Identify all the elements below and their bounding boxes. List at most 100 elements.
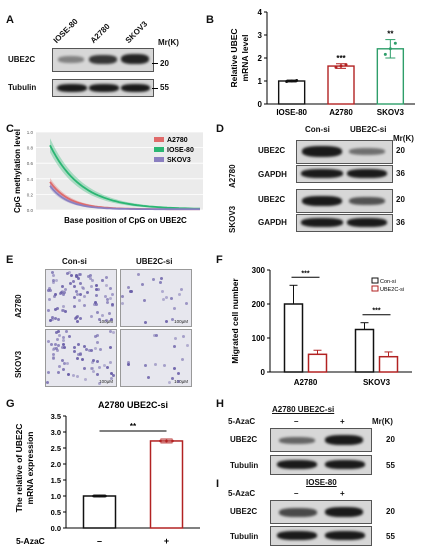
marker-20-h: 20 xyxy=(386,435,395,444)
cell-dot xyxy=(78,273,82,277)
cell-dot xyxy=(143,298,147,302)
legend-swatch xyxy=(154,157,164,162)
cell-dot xyxy=(53,294,57,298)
cell-dot xyxy=(90,278,94,282)
cell-dot xyxy=(61,308,65,312)
lane-label-skov3: SKOV3 xyxy=(123,19,150,45)
cell-dot xyxy=(94,293,98,297)
title-i: IOSE-80 xyxy=(306,478,337,487)
cell-dot xyxy=(100,313,104,317)
cell-dot xyxy=(62,342,66,346)
treatment-label-h: 5-AzaC xyxy=(228,417,256,426)
cell-dot xyxy=(73,295,77,299)
western-blot-ube2c-a xyxy=(52,48,154,72)
cell-dot xyxy=(76,343,80,347)
cell-dot xyxy=(178,292,181,296)
cell-dot xyxy=(54,307,58,311)
cell-dot xyxy=(54,330,58,334)
chart-f: 0 100 200 300 Migrated cell number *** A2780 **… xyxy=(230,266,412,387)
cell-dot xyxy=(94,287,98,291)
cell-dot xyxy=(78,353,82,356)
panel-label-g: G xyxy=(6,398,15,410)
cell-dot xyxy=(63,309,67,313)
row-label-ube2c-a: UBE2C xyxy=(8,55,36,64)
data-point xyxy=(295,78,299,82)
cell-dot xyxy=(96,360,100,364)
cell-dot xyxy=(62,290,66,294)
cell-dot xyxy=(151,278,155,282)
cell-dot xyxy=(105,301,109,305)
panel-label-d: D xyxy=(216,123,224,135)
cell-dot xyxy=(77,352,80,356)
cell-dot xyxy=(77,276,80,280)
y-tick-label: 0 xyxy=(258,100,263,109)
marker-55-i: 55 xyxy=(386,532,395,541)
row-label-ube2c-i: UBE2C xyxy=(230,507,258,516)
cell-dot xyxy=(143,320,147,324)
cell-dot xyxy=(51,348,55,352)
row-label-ube2c-d1: UBE2C xyxy=(258,146,286,155)
cell-dot xyxy=(54,293,57,297)
western-blot-tubulin-i xyxy=(270,526,372,546)
y-tick-label: 200 xyxy=(252,300,266,309)
y-tick-label: 0.0 xyxy=(51,524,61,533)
x-tick-label: SKOV3 xyxy=(363,378,391,387)
western-blot-ube2c-a2780-d xyxy=(296,140,393,164)
cell-dot xyxy=(51,318,55,322)
cell-dot xyxy=(109,286,112,290)
x-tick-label: – xyxy=(97,536,102,546)
cell-dot xyxy=(57,333,61,337)
legend-entry: UBE2C-si xyxy=(380,287,404,293)
cell-dot xyxy=(49,289,53,293)
micrograph-skov3-ube2c-si: 100μM xyxy=(120,329,192,387)
cell-dot xyxy=(179,287,183,291)
mr-label-h: Mr(K) xyxy=(372,417,393,426)
x-tick-label: IOSE-80 xyxy=(276,108,307,117)
cell-dot xyxy=(161,298,165,302)
cell-dot xyxy=(96,333,99,337)
panel-label-b: B xyxy=(206,14,214,26)
cell-dot xyxy=(87,349,91,353)
chart-b: 0 1 2 3 4 Relative UBEC mRNA level IOSE-80 A2780… xyxy=(229,8,415,117)
cell-dot xyxy=(185,343,189,347)
cell-dot xyxy=(73,349,77,353)
cell-dot xyxy=(73,284,77,288)
cell-dot xyxy=(108,345,112,349)
lane-label-iose80: IOSE-80 xyxy=(51,16,80,45)
cell-dot xyxy=(51,271,55,275)
y-tick-label: 2 xyxy=(258,54,263,63)
y-axis-label: The relative of UBE2C xyxy=(14,424,24,513)
significance-label: ** xyxy=(130,422,137,431)
cell-dot xyxy=(55,278,58,282)
cell-dot xyxy=(147,375,151,379)
cell-dot xyxy=(97,366,101,369)
cell-dot xyxy=(181,335,185,338)
panel-label-i: I xyxy=(216,478,220,490)
cell-dot xyxy=(105,275,109,279)
cell-dot xyxy=(81,357,85,361)
cell-dot xyxy=(173,367,177,371)
cell-dot xyxy=(87,274,91,278)
micrograph-a2780-con-si: 100μM xyxy=(45,269,117,327)
marker-20-i: 20 xyxy=(386,507,395,516)
y-tick-label: 300 xyxy=(252,266,266,275)
panel-label-a: A xyxy=(6,14,14,26)
cell-dot xyxy=(75,292,79,296)
bar xyxy=(376,48,405,105)
cell-label-skov3-d: SKOV3 xyxy=(228,205,237,233)
cell-dot xyxy=(83,377,87,381)
treatment-label-i: 5-AzaC xyxy=(228,489,256,498)
cell-dot xyxy=(68,282,72,286)
cell-dot xyxy=(111,293,115,297)
x-tick-label: A2780 xyxy=(294,378,318,387)
bar xyxy=(82,495,117,529)
y-axis-label: CpG methylation level xyxy=(13,129,22,213)
y-axis-label: Relative UBEC xyxy=(229,28,239,87)
cell-dot xyxy=(78,317,82,321)
cell-dot xyxy=(103,364,107,367)
legend-entry: Con-si xyxy=(380,279,396,285)
significance-label: ** xyxy=(387,30,394,39)
cell-dot xyxy=(55,348,59,352)
data-point xyxy=(165,439,168,443)
cell-dot xyxy=(154,362,158,366)
